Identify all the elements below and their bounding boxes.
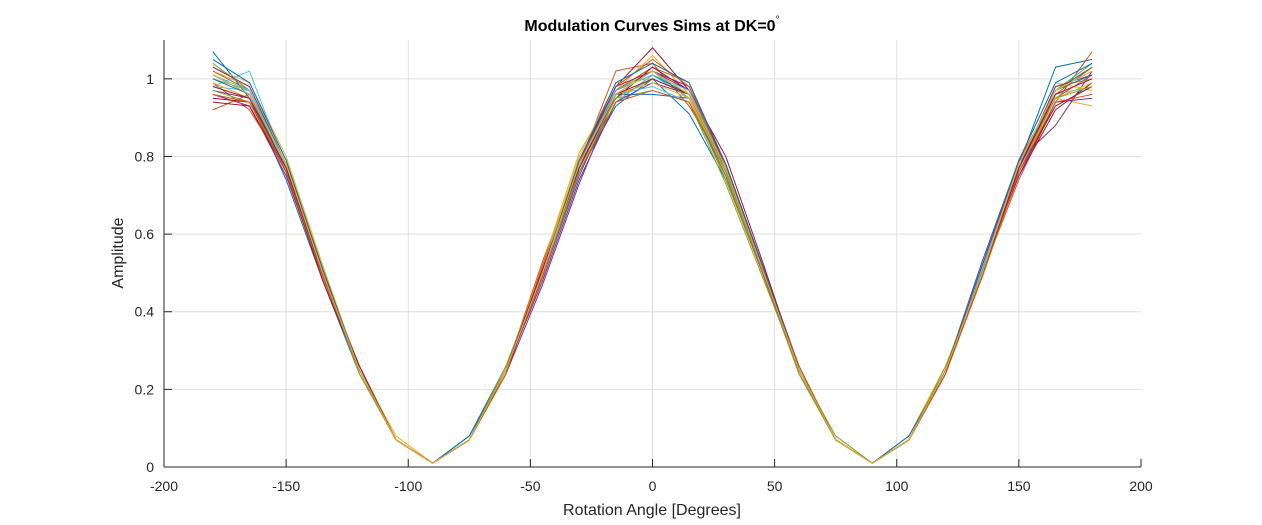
y-ticks: 0 0.2 0.4 0.6 0.8 1	[135, 71, 172, 475]
x-axis-label: Rotation Angle [Degrees]	[563, 502, 741, 519]
series-layer	[212, 47, 1093, 464]
x-ticks: -200 -150 -100 -50 0 50 100 150 200	[150, 459, 1153, 494]
x-tick-label: -50	[520, 478, 540, 494]
y-tick-label: 0.6	[135, 226, 155, 242]
x-tick-label: 150	[1007, 478, 1031, 494]
x-tick-label: 50	[767, 478, 783, 494]
x-tick-label: 0	[649, 478, 657, 494]
series-line-24	[212, 70, 1093, 464]
x-tick-label: 200	[1129, 478, 1153, 494]
y-axis-label: Amplitude	[110, 217, 127, 288]
y-tick-label: 1	[146, 71, 154, 87]
y-tick-label: 0.4	[135, 304, 155, 320]
chart-title: Modulation Curves Sims at DK=0°	[524, 15, 779, 35]
y-tick-label: 0.2	[135, 381, 155, 397]
x-tick-label: -200	[150, 478, 178, 494]
x-tick-label: -150	[272, 478, 300, 494]
x-tick-label: 100	[885, 478, 909, 494]
x-tick-label: -100	[394, 478, 422, 494]
y-tick-label: 0.8	[135, 148, 155, 164]
y-tick-label: 0	[146, 459, 154, 475]
